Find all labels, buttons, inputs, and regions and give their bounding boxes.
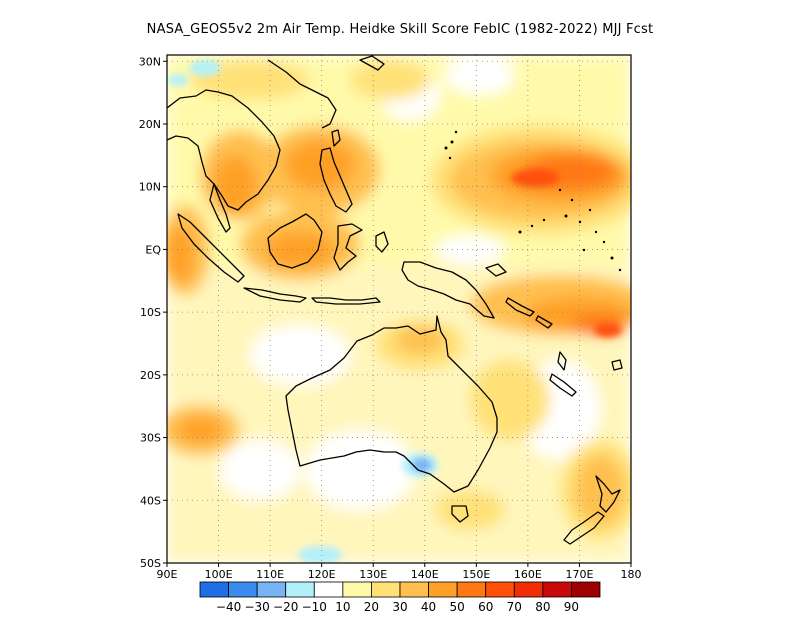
colorbar-label: 30 [392,600,407,614]
x-tick-label: 90E [157,568,178,581]
x-tick-label: 120E [308,568,336,581]
y-tick-label: 20S [140,369,161,382]
x-tick-label: 110E [256,568,284,581]
coastlines [167,55,623,545]
colorbar: −40 −30 −20 −10 10 20 30 40 50 60 70 80 90 [199,581,601,614]
map-title: NASA_GEOS5v2 2m Air Temp. Heidke Skill S… [146,22,654,37]
x-tick-label: 130E [359,568,387,581]
x-tick-label: 150E [462,568,490,581]
skill-score-field [167,55,631,563]
colorbar-swatch [399,581,429,598]
x-tick-label: 180 [621,568,642,581]
colorbar-label: 90 [564,600,579,614]
colorbar-swatch [485,581,515,598]
colorbar-label: 20 [364,600,379,614]
colorbar-swatch [285,581,315,598]
y-tick-label: EQ [145,243,161,256]
colorbar-label: −20 [273,600,298,614]
x-tick-label: 170E [565,568,593,581]
y-tick-label: 50S [140,557,161,570]
y-tick-label: 20N [139,118,161,131]
y-tick-label: 30N [139,55,161,68]
colorbar-swatch [571,581,601,598]
colorbar-swatch [342,581,372,598]
y-tick-label: 40S [140,494,161,507]
y-tick-label: 10N [139,181,161,194]
colorbar-label: −40 [216,600,241,614]
colorbar-label: 80 [535,600,550,614]
longitude-ticks: 90E 100E 110E 120E 130E 140E 150E 160E 170E 180 [157,563,642,581]
colorbar-label: −30 [244,600,269,614]
colorbar-swatch [456,581,487,598]
y-tick-label: 30S [140,432,161,445]
colorbar-swatch [199,581,229,598]
y-tick-label: 10S [140,306,161,319]
colorbar-swatch [228,581,258,598]
colorbar-swatch [313,581,344,598]
x-tick-label: 140E [411,568,439,581]
colorbar-swatch [542,581,572,598]
latitude-ticks: 30N 20N 10N EQ 10S 20S 30S 40S 50S [139,55,167,570]
colorbar-label: 40 [421,600,436,614]
plot-frame [166,54,632,564]
colorbar-label: 70 [507,600,522,614]
colorbar-swatch [428,581,458,598]
colorbar-swatch [513,581,544,598]
colorbar-swatch [371,581,401,598]
colorbar-swatch [256,581,287,598]
colorbar-label: −10 [302,600,327,614]
x-tick-label: 160E [514,568,542,581]
colorbar-label: 50 [450,600,465,614]
x-tick-label: 100E [205,568,233,581]
colorbar-label: 10 [335,600,350,614]
colorbar-label: 60 [478,600,493,614]
